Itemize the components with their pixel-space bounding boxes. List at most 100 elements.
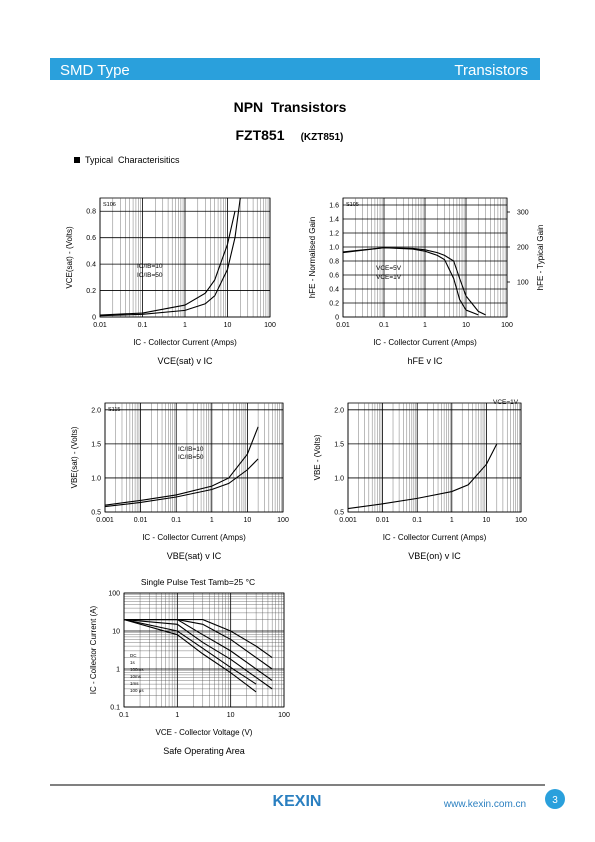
- alt-part-number: (KZT851): [301, 132, 344, 143]
- series-label: VCE=1V: [493, 399, 519, 406]
- part-number: FZT851: [235, 127, 284, 143]
- x-tick-label: 100: [277, 517, 289, 524]
- x-tick-label: 0.1: [138, 322, 148, 329]
- chart-caption: Safe Operating Area: [163, 746, 245, 756]
- y-tick-label: 1.2: [329, 231, 339, 238]
- series-label: IC/IB=10: [137, 263, 163, 270]
- header-right: Transistors: [454, 62, 528, 79]
- y-tick-label: 0.4: [329, 287, 339, 294]
- y-tick-label: 10: [112, 629, 120, 636]
- y-axis-label: VCE(sat) - (Volts): [65, 226, 74, 289]
- y-tick-label: 0.6: [329, 273, 339, 280]
- x-tick-label: 0.001: [339, 517, 357, 524]
- series-line: [104, 458, 259, 508]
- plot-frame: [347, 402, 522, 513]
- x-tick-label: 10: [483, 517, 491, 524]
- x-tick-label: 10: [224, 322, 232, 329]
- y-tick-label: 0.4: [86, 262, 96, 269]
- series-label: IC/IB=50: [137, 272, 163, 279]
- x-axis-label: IC - Collector Current (Amps): [133, 338, 237, 347]
- series-label: IC/IB=50: [178, 454, 204, 461]
- series-line: [99, 211, 236, 316]
- y-tick-label: 0.2: [86, 288, 96, 295]
- y2-axis-label: hFE - Typical Gain: [536, 225, 545, 291]
- y-tick-label: 0.8: [86, 209, 96, 216]
- series-line: [123, 619, 257, 685]
- x-axis-label: IC - Collector Current (Amps): [383, 533, 487, 542]
- plot-frame: [123, 592, 285, 708]
- y-tick-label: 0.1: [110, 705, 120, 712]
- y-tick-label: 1: [116, 667, 120, 674]
- series-line: [124, 619, 273, 659]
- x-axis-label: IC - Collector Current (Amps): [142, 533, 246, 542]
- y-tick-label: 1.0: [91, 475, 101, 482]
- x-tick-label: 100: [264, 322, 276, 329]
- x-tick-label: 1: [210, 517, 214, 524]
- header-left: SMD Type: [60, 62, 130, 79]
- chart-caption: VBE(on) v IC: [408, 551, 461, 561]
- x-tick-label: 10: [244, 517, 252, 524]
- y2-tick-label: 200: [517, 245, 529, 252]
- series-line: [347, 443, 498, 510]
- y-tick-label: 2.0: [91, 407, 101, 414]
- y-tick-label: 1.0: [334, 475, 344, 482]
- chart-code: S115: [108, 407, 120, 413]
- x-tick-label: 1: [183, 322, 187, 329]
- x-tick-label: 1: [450, 517, 454, 524]
- series-label: 10ms: [130, 674, 142, 679]
- series-line: [104, 426, 259, 506]
- x-axis-label: VCE - Collector Voltage (V): [156, 728, 253, 737]
- footer-url: www.kexin.com.cn: [443, 799, 526, 810]
- x-tick-label: 0.01: [93, 322, 107, 329]
- x-tick-label: 0.01: [376, 517, 390, 524]
- title: NPN Transistors: [234, 99, 347, 115]
- y-tick-label: 0.5: [334, 510, 344, 517]
- y-tick-label: 0: [92, 315, 96, 322]
- chart-caption: hFE v IC: [407, 356, 443, 366]
- series-line: [99, 197, 241, 317]
- y-tick-label: 1.6: [329, 203, 339, 210]
- y2-tick-label: 100: [517, 280, 529, 287]
- y-axis-label: VBE - (Volts): [313, 434, 322, 480]
- x-tick-label: 0.01: [336, 322, 350, 329]
- y-tick-label: 0.8: [329, 259, 339, 266]
- chart-title: Single Pulse Test Tamb=25 °C: [141, 577, 255, 587]
- series-label: 1s: [130, 660, 136, 665]
- y-tick-label: 0.2: [329, 301, 339, 308]
- footer-brand: KEXIN: [273, 793, 322, 810]
- header-bar: [50, 58, 540, 80]
- series-label: 100ms: [130, 667, 144, 672]
- section-title: Typical Characterisitics: [85, 155, 180, 165]
- chart-code: S105: [346, 202, 359, 208]
- y-tick-label: 0.6: [86, 235, 96, 242]
- x-tick-label: 1: [175, 712, 179, 719]
- y-tick-label: 1.5: [334, 441, 344, 448]
- x-tick-label: 0.1: [379, 322, 389, 329]
- chart-code: S106: [103, 202, 116, 208]
- x-tick-label: 100: [515, 517, 527, 524]
- page-badge: [545, 789, 565, 809]
- x-tick-label: 100: [501, 322, 513, 329]
- x-tick-label: 0.001: [96, 517, 114, 524]
- series-label: VCE=1V: [376, 274, 402, 281]
- x-axis-label: IC - Collector Current (Amps): [373, 338, 477, 347]
- x-tick-label: 0.01: [134, 517, 148, 524]
- y-tick-label: 0: [335, 315, 339, 322]
- y-tick-label: 100: [108, 591, 120, 598]
- page-number: 3: [552, 795, 558, 806]
- series-label: 1ms: [130, 681, 139, 686]
- x-tick-label: 10: [462, 322, 470, 329]
- y-tick-label: 0.5: [91, 510, 101, 517]
- y-tick-label: 1.0: [329, 245, 339, 252]
- y2-tick-label: 300: [517, 210, 529, 217]
- x-tick-label: 100: [278, 712, 290, 719]
- x-tick-label: 0.1: [119, 712, 129, 719]
- x-tick-label: 0.1: [171, 517, 181, 524]
- x-tick-label: 1: [423, 322, 427, 329]
- series-label: VCE=5V: [376, 265, 402, 272]
- series-line: [342, 247, 479, 316]
- x-tick-label: 10: [227, 712, 235, 719]
- y-axis-label: hFE - Normalised Gain: [308, 217, 317, 298]
